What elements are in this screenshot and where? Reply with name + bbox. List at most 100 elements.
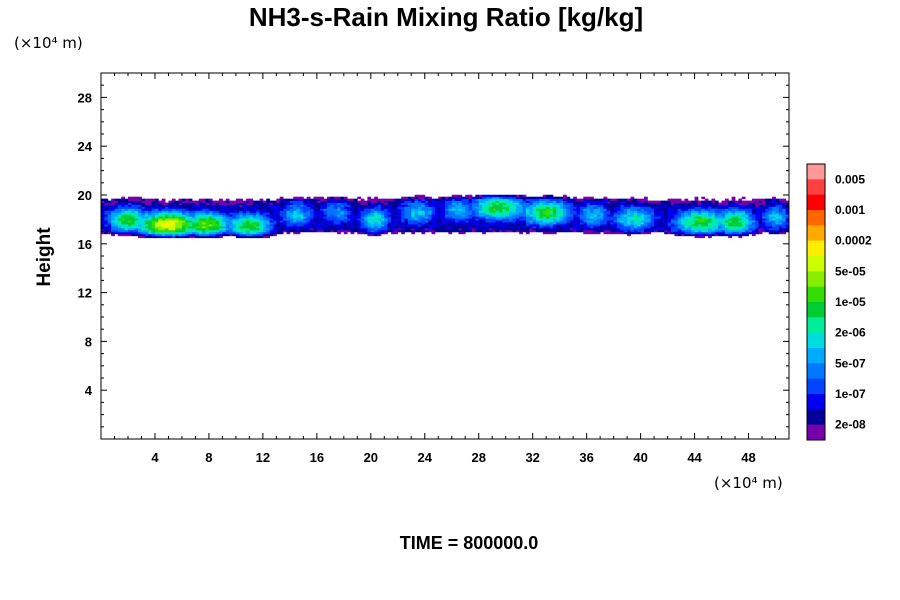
field-cell [495,222,500,225]
field-cell [637,224,642,227]
field-cell [192,206,196,209]
field-cell [323,227,328,231]
field-cell [131,233,136,237]
field-cell [424,202,429,205]
field-cell [252,212,257,215]
field-cell [154,233,159,237]
field-cell [741,202,746,205]
field-cell [724,202,729,205]
field-cell [374,222,378,225]
field-cell [171,216,176,219]
field-cell [347,222,351,225]
field-cell [596,220,601,223]
field-cell [488,208,493,211]
field-cell [407,200,412,203]
field-cell [488,227,493,231]
field-cell [377,224,382,227]
field-cell [418,210,422,213]
field-cell [141,231,146,235]
field-cell [347,214,351,217]
field-cell [768,204,773,207]
field-cell [465,222,470,225]
field-cell [286,214,291,217]
field-cell [755,227,760,231]
field-cell [758,210,763,213]
field-cell [495,196,500,200]
field-cell [397,202,402,205]
field-cell [242,235,247,239]
field-cell [566,222,571,225]
field-cell [208,220,213,223]
field-cell [569,218,574,221]
field-cell [664,224,668,227]
field-cell [576,204,581,207]
field-cell [367,212,372,215]
field-cell [404,208,409,211]
field-cell [283,198,287,202]
field-cell [465,224,470,227]
field-cell [606,198,611,202]
field-cell [441,202,446,205]
field-cell [731,198,736,202]
field-cell [697,218,702,221]
field-cell [394,208,399,211]
field-cell [687,225,692,229]
field-cell [239,212,244,215]
field-cell [222,210,227,213]
field-cell [441,200,446,203]
field-cell [677,212,682,215]
field-cell [741,208,746,211]
field-cell [461,210,466,213]
field-cell [326,216,331,219]
field-cell [687,210,692,213]
field-cell [590,225,594,229]
field-cell [660,214,665,217]
field-cell [279,208,284,211]
field-cell [246,216,250,219]
field-cell [468,204,473,207]
field-cell [617,227,621,231]
field-cell [374,229,378,233]
field-cell [131,225,136,229]
field-cell [458,229,463,233]
field-cell [741,204,746,207]
field-cell [215,229,220,233]
field-cell [741,224,746,227]
field-cell [246,229,250,233]
field-cell [603,198,608,202]
field-cell [670,210,675,213]
field-cell [448,208,453,211]
field-cell [127,229,132,233]
field-cell [674,220,679,223]
field-cell [704,216,709,219]
field-cell [259,227,264,231]
field-cell [178,224,183,227]
field-cell [141,222,146,225]
field-cell [154,218,159,221]
field-cell [677,206,682,209]
field-cell [185,216,190,219]
field-cell [674,214,679,217]
field-cell [289,208,294,211]
field-cell [751,212,756,215]
field-cell [246,235,250,239]
field-cell [333,196,338,200]
field-cell [448,224,453,227]
field-cell [603,224,608,227]
field-cell [165,222,169,225]
field-cell [670,220,675,223]
field-cell [590,198,594,202]
field-cell [667,225,672,229]
field-cell [529,198,534,202]
field-cell [205,218,210,221]
field-cell [360,204,365,207]
field-cell [515,196,520,200]
field-cell [377,204,382,207]
field-cell [343,206,348,209]
field-cell [762,204,766,207]
field-cell [488,224,493,227]
field-cell [512,210,517,213]
field-cell [745,225,749,229]
field-cell [202,198,206,202]
field-cell [492,214,496,217]
